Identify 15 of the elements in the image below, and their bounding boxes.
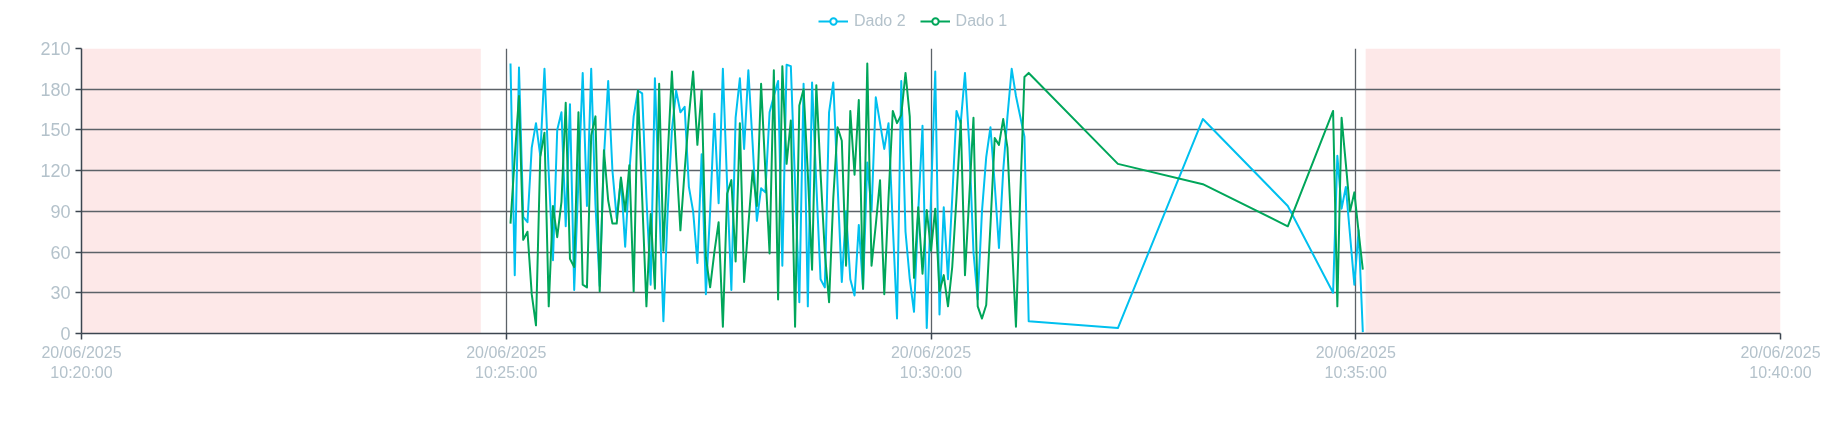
y-tick-label: 210 — [40, 39, 71, 59]
y-tick-label: 120 — [40, 161, 71, 182]
y-tick-label: 0 — [60, 324, 71, 344]
x-tick-label: 20/06/2025 10:40:00 — [1740, 343, 1821, 381]
y-tick-label: 150 — [40, 120, 71, 141]
legend-label: Dado 1 — [955, 12, 1008, 30]
x-tick-label: 20/06/2025 10:30:00 — [890, 343, 972, 381]
y-tick-label: 180 — [40, 79, 71, 100]
y-tick-label: 60 — [50, 242, 71, 263]
legend-label: Dado 2 — [854, 12, 906, 30]
x-tick-label: 20/06/2025 10:25:00 — [466, 343, 547, 381]
x-tick-label: 20/06/2025 10:20:00 — [41, 343, 122, 381]
y-tick-label: 30 — [50, 283, 71, 304]
x-tick-label: 20/06/2025 10:35:00 — [1315, 343, 1396, 381]
y-tick-label: 90 — [50, 201, 71, 222]
